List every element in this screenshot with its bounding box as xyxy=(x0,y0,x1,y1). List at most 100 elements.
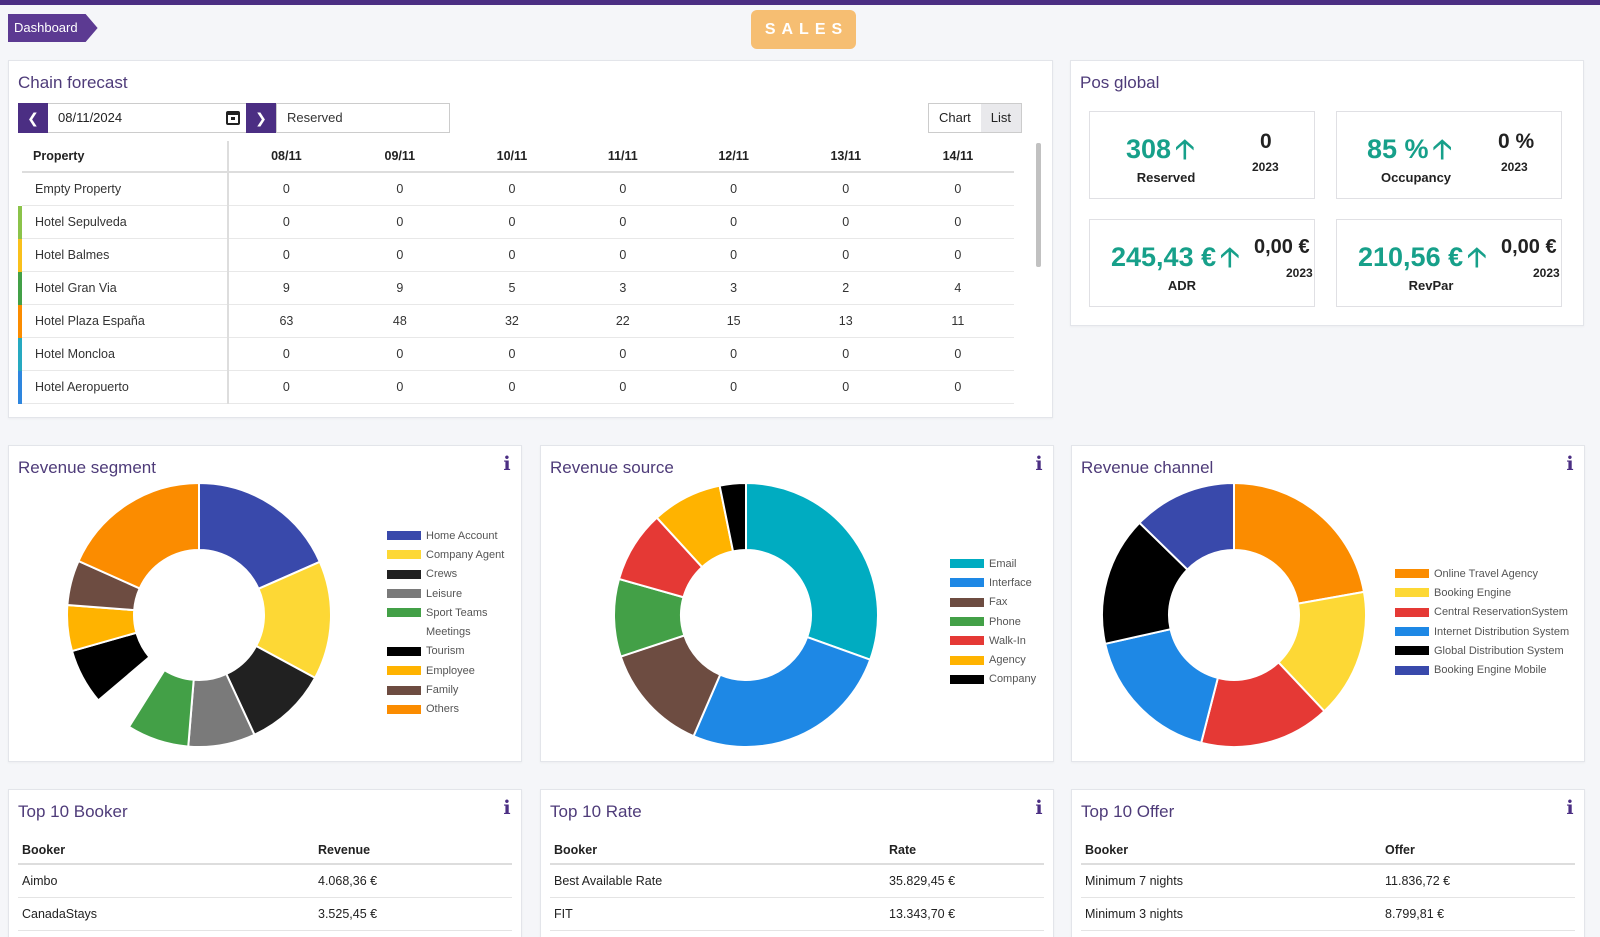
legend-item[interactable]: Others xyxy=(387,700,504,719)
revenue-source-title: Revenue source xyxy=(550,458,674,477)
legend-item[interactable]: Sport Teams xyxy=(387,603,504,622)
column-header[interactable]: Booker xyxy=(1081,836,1381,865)
column-header[interactable]: Rate xyxy=(885,836,1044,865)
info-icon[interactable]: i xyxy=(503,453,511,475)
forecast-value-cell: 0 xyxy=(568,370,678,404)
chart-view-button[interactable]: Chart xyxy=(938,110,971,125)
calendar-icon[interactable] xyxy=(226,111,240,125)
pos-global-title: Pos global xyxy=(1080,73,1160,92)
donut-slice-interface[interactable] xyxy=(692,635,872,748)
legend-item[interactable]: Fax xyxy=(950,593,1036,612)
donut-slice-online-travel-agency[interactable] xyxy=(1233,482,1366,605)
info-icon[interactable]: i xyxy=(1566,453,1574,475)
table-row[interactable]: Minimum 3 nights 8.799,81 € xyxy=(1081,897,1575,931)
table-row[interactable]: Hotel Plaza España 63 48 32 22 15 13 11 xyxy=(18,304,1014,338)
legend-item[interactable]: Agency xyxy=(950,650,1036,669)
legend-item[interactable]: Leisure xyxy=(387,584,504,603)
donut-slice-sport-teams[interactable] xyxy=(127,668,195,748)
list-view-button[interactable]: List xyxy=(980,104,1021,132)
legend-item[interactable]: Company Agent xyxy=(387,545,504,564)
top-accent-bar xyxy=(0,0,1600,5)
donut-slice-email[interactable] xyxy=(745,482,879,661)
donut-slice-booking-engine-mobile[interactable] xyxy=(1138,482,1235,572)
chain-forecast-table: Property 08/11 09/11 10/11 11/11 12/11 13/11 14… xyxy=(18,141,1014,404)
forecast-value-cell: 0 xyxy=(343,337,456,371)
table-row[interactable]: Hotel Moncloa 0 0 0 0 0 0 0 xyxy=(18,337,1014,371)
property-name-cell: Hotel Balmes xyxy=(18,238,229,272)
info-icon[interactable]: i xyxy=(1035,453,1043,475)
chain-forecast-title: Chain forecast xyxy=(18,73,128,92)
legend-item[interactable]: Email xyxy=(950,554,1036,573)
column-header[interactable]: 11/11 xyxy=(568,141,678,173)
revenue-channel-card: Revenue channel i Online Travel Agency Bo… xyxy=(1071,445,1585,762)
legend-item[interactable]: Family xyxy=(387,680,504,699)
legend-item[interactable]: Tourism xyxy=(387,642,504,661)
table-scrollbar[interactable] xyxy=(1036,143,1041,397)
info-icon[interactable]: i xyxy=(1566,797,1574,819)
legend-swatch xyxy=(950,617,984,627)
info-icon[interactable]: i xyxy=(1035,797,1043,819)
top-offer-card: Top 10 Offer i Booker Offer Minimum 7 ni… xyxy=(1071,789,1585,937)
column-header[interactable]: 14/11 xyxy=(901,141,1014,173)
legend-item[interactable]: Phone xyxy=(950,612,1036,631)
column-header[interactable]: Revenue xyxy=(314,836,512,865)
legend-item[interactable]: Company xyxy=(950,670,1036,689)
column-header[interactable]: Booker xyxy=(550,836,885,865)
legend-label: Company xyxy=(989,673,1037,686)
donut-slice-internet-distribution-system[interactable] xyxy=(1103,627,1220,745)
column-header[interactable]: Booker xyxy=(18,836,314,865)
table-row[interactable]: Hotel Balmes 0 0 0 0 0 0 0 xyxy=(18,238,1014,272)
next-date-button[interactable]: ❯ xyxy=(246,103,276,133)
legend-swatch xyxy=(950,597,984,607)
table-row[interactable]: Best Available Rate 35.829,45 € xyxy=(550,864,1044,898)
legend-item[interactable]: Booking Engine xyxy=(1395,583,1569,602)
column-header[interactable]: Property xyxy=(20,141,229,173)
property-name-cell: Hotel Moncloa xyxy=(18,337,229,371)
table-row[interactable]: FIT 13.343,70 € xyxy=(550,897,1044,931)
legend-label: Central ReservationSystem xyxy=(1434,606,1568,619)
legend-item[interactable]: Internet Distribution System xyxy=(1395,622,1569,641)
column-header[interactable]: 12/11 xyxy=(677,141,790,173)
column-header[interactable]: 13/11 xyxy=(789,141,902,173)
table-row[interactable]: Hotel Gran Via 9 9 5 3 3 2 4 xyxy=(18,271,1014,305)
table-row[interactable]: Minimum 7 nights 11.836,72 € xyxy=(1081,864,1575,898)
forecast-value-cell: 0 xyxy=(228,238,344,272)
legend-item[interactable]: Home Account xyxy=(387,526,504,545)
column-header[interactable]: 10/11 xyxy=(455,141,568,173)
forecast-value-cell: 4 xyxy=(901,271,1014,305)
chain-forecast-card: Chain forecast ❮ 08/11/2024 ❯ Reserved C… xyxy=(8,60,1053,418)
table-row[interactable]: Aimbo 4.068,36 € xyxy=(18,864,512,898)
legend-item[interactable]: Interface xyxy=(950,573,1036,592)
legend-label: Interface xyxy=(989,576,1032,589)
column-header[interactable]: 09/11 xyxy=(343,141,456,173)
table-row[interactable]: Hotel Aeropuerto 0 0 0 0 0 0 0 xyxy=(18,370,1014,404)
info-icon[interactable]: i xyxy=(503,797,511,819)
table-row[interactable]: Empty Property 0 0 0 0 0 0 0 xyxy=(20,172,1014,206)
legend-item[interactable]: Booking Engine Mobile xyxy=(1395,660,1569,679)
donut-slice-others[interactable] xyxy=(77,482,200,590)
revenue-channel-title: Revenue channel xyxy=(1081,458,1214,477)
forecast-value-cell: 0 xyxy=(455,238,568,272)
metric-select[interactable]: Reserved xyxy=(276,103,450,133)
legend-item[interactable]: Central ReservationSystem xyxy=(1395,603,1569,622)
donut-slice-company[interactable] xyxy=(718,482,747,553)
scrollbar-thumb[interactable] xyxy=(1036,143,1041,267)
legend-item[interactable]: Crews xyxy=(387,565,504,584)
legend-label: Crews xyxy=(426,568,458,581)
column-header[interactable]: Offer xyxy=(1381,836,1575,865)
column-header[interactable]: 08/11 xyxy=(228,141,344,173)
forecast-value-cell: 0 xyxy=(677,337,790,371)
legend-item[interactable]: Global Distribution System xyxy=(1395,641,1569,660)
legend-item[interactable]: Meetings xyxy=(387,622,504,641)
forecast-value-cell: 0 xyxy=(343,205,456,239)
legend-item[interactable]: Employee xyxy=(387,661,504,680)
legend-item[interactable]: Walk-In xyxy=(950,631,1036,650)
breadcrumb-dashboard[interactable]: Dashboard xyxy=(8,14,98,42)
date-input[interactable]: 08/11/2024 xyxy=(48,103,246,133)
table-row[interactable]: Hotel Sepulveda 0 0 0 0 0 0 0 xyxy=(18,205,1014,239)
table-row[interactable]: CanadaStays 3.525,45 € xyxy=(18,897,512,931)
legend-item[interactable]: Online Travel Agency xyxy=(1395,564,1569,583)
prev-date-button[interactable]: ❮ xyxy=(18,103,48,133)
forecast-value-cell: 0 xyxy=(455,337,568,371)
kpi-label: RevPar xyxy=(1408,278,1454,293)
